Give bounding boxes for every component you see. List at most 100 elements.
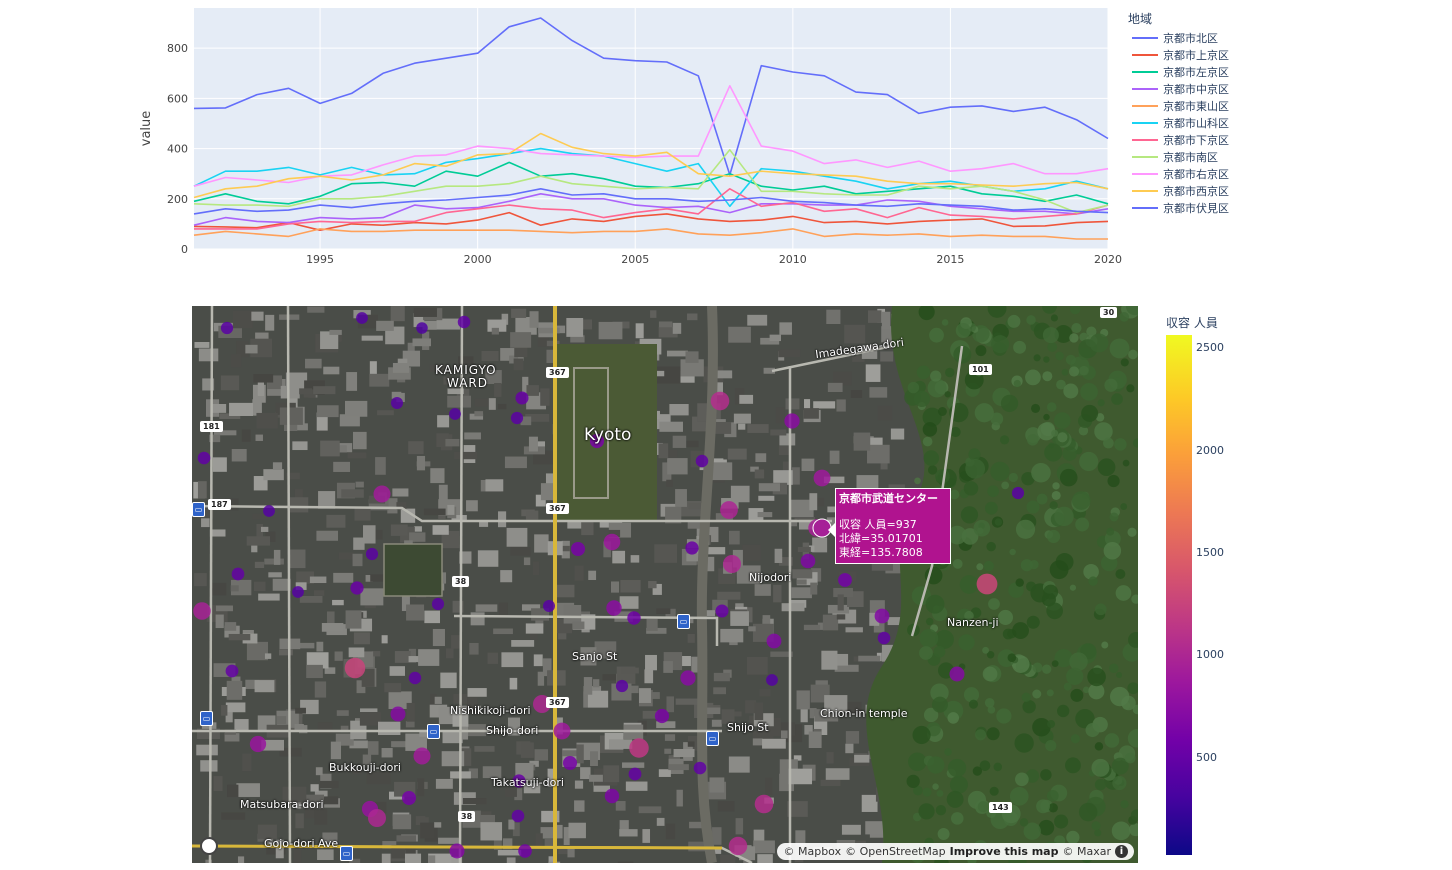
series-line-9 bbox=[193, 132, 1109, 199]
tree-canopy bbox=[1085, 723, 1100, 738]
improve-map-link[interactable]: Improve this map bbox=[949, 845, 1059, 858]
city-block bbox=[664, 748, 672, 754]
tree-canopy bbox=[989, 786, 999, 796]
city-block bbox=[376, 320, 394, 331]
city-block bbox=[241, 429, 251, 442]
tree-canopy bbox=[1053, 412, 1071, 429]
attribution-osm-link[interactable]: © OpenStreetMap bbox=[845, 845, 946, 858]
city-block bbox=[520, 416, 532, 426]
city-block bbox=[829, 450, 840, 464]
tree-canopy bbox=[1059, 468, 1078, 487]
mapbox-logo-icon[interactable] bbox=[200, 837, 218, 855]
city-block bbox=[675, 370, 695, 383]
city-block bbox=[488, 398, 496, 410]
city-block bbox=[827, 506, 841, 513]
city-block bbox=[467, 697, 478, 714]
tree-canopy bbox=[1043, 413, 1050, 421]
city-block bbox=[461, 726, 469, 740]
city-block bbox=[397, 358, 408, 367]
info-icon[interactable]: i bbox=[1115, 845, 1128, 858]
city-block bbox=[481, 350, 499, 362]
tree-canopy bbox=[945, 367, 955, 378]
tree-canopy bbox=[935, 804, 947, 816]
city-block bbox=[853, 432, 871, 451]
tree-canopy bbox=[1078, 802, 1098, 822]
tree-canopy bbox=[996, 708, 1012, 724]
map-panel[interactable]: KAMIGYO WARD Kyoto Imadegawa-dori Nijodo… bbox=[192, 306, 1138, 863]
city-block bbox=[345, 400, 368, 417]
city-block bbox=[529, 760, 539, 767]
city-block bbox=[306, 652, 329, 669]
city-block bbox=[537, 671, 545, 686]
legend-item-label: 京都市北区 bbox=[1163, 31, 1218, 45]
city-block bbox=[511, 640, 535, 647]
city-block bbox=[510, 332, 532, 348]
tree-canopy bbox=[1106, 527, 1115, 536]
city-block bbox=[305, 358, 322, 369]
tree-canopy bbox=[1015, 772, 1029, 787]
city-block bbox=[852, 355, 865, 362]
map-label-bukkouji: Bukkouji-dori bbox=[329, 761, 401, 774]
bus-stop-icon: ▭ bbox=[427, 724, 440, 739]
tree-canopy bbox=[1071, 491, 1091, 510]
road-shield-101: 101 bbox=[969, 364, 992, 375]
city-block bbox=[384, 683, 402, 693]
tree-canopy bbox=[936, 790, 944, 797]
city-block bbox=[413, 307, 437, 317]
city-block bbox=[589, 774, 603, 782]
map-point bbox=[693, 761, 707, 775]
city-block bbox=[747, 424, 769, 433]
attribution-maxar-link[interactable]: © Maxar bbox=[1062, 845, 1111, 858]
tree-canopy bbox=[927, 756, 945, 774]
tree-canopy bbox=[1080, 382, 1098, 401]
city-block bbox=[558, 629, 567, 640]
tree-canopy bbox=[1042, 327, 1059, 344]
tree-canopy bbox=[923, 450, 940, 466]
tree-canopy bbox=[1026, 500, 1040, 514]
city-block bbox=[702, 610, 715, 617]
map-point bbox=[589, 433, 605, 449]
city-block bbox=[625, 781, 648, 791]
city-block bbox=[474, 411, 484, 417]
city-block bbox=[468, 768, 478, 779]
tree-canopy bbox=[1101, 641, 1109, 649]
city-block bbox=[528, 436, 538, 452]
tooltip-longitude: 東経=135.7808 bbox=[839, 546, 923, 559]
map-label-kyoto: Kyoto bbox=[584, 425, 632, 445]
city-block bbox=[451, 515, 467, 522]
colorbar-tick: 1000 bbox=[1196, 648, 1224, 661]
tree-canopy bbox=[1063, 383, 1079, 399]
city-block bbox=[730, 611, 749, 626]
attribution-mapbox-link[interactable]: © Mapbox bbox=[783, 845, 842, 858]
tree-canopy bbox=[1022, 699, 1036, 714]
tree-canopy bbox=[1055, 351, 1064, 361]
tree-canopy bbox=[1046, 529, 1061, 544]
tree-canopy bbox=[1069, 584, 1077, 591]
tree-canopy bbox=[1131, 594, 1138, 604]
tooltip-latitude: 北緯=35.01701 bbox=[839, 532, 923, 545]
tree-canopy bbox=[914, 477, 921, 485]
city-block bbox=[336, 710, 349, 716]
city-block bbox=[534, 749, 549, 761]
map-point bbox=[197, 451, 211, 465]
map-label-shijo-dori: Shijo-dori bbox=[486, 724, 539, 737]
city-block bbox=[381, 635, 388, 644]
tree-canopy bbox=[1033, 354, 1041, 362]
tree-canopy bbox=[1026, 315, 1036, 325]
tree-canopy bbox=[929, 327, 944, 343]
city-block bbox=[739, 394, 754, 404]
tree-canopy bbox=[1079, 365, 1089, 376]
map-label-ward: WARD bbox=[447, 376, 488, 390]
map-point bbox=[604, 788, 620, 804]
city-block bbox=[447, 395, 471, 408]
city-block bbox=[511, 308, 527, 318]
tree-canopy bbox=[1091, 758, 1110, 777]
city-block bbox=[621, 667, 639, 674]
city-block bbox=[687, 741, 695, 747]
city-block bbox=[686, 553, 704, 562]
city-block bbox=[832, 371, 852, 386]
city-block bbox=[491, 327, 499, 335]
city-block bbox=[742, 544, 761, 561]
city-block bbox=[388, 691, 412, 710]
city-block bbox=[445, 648, 454, 659]
